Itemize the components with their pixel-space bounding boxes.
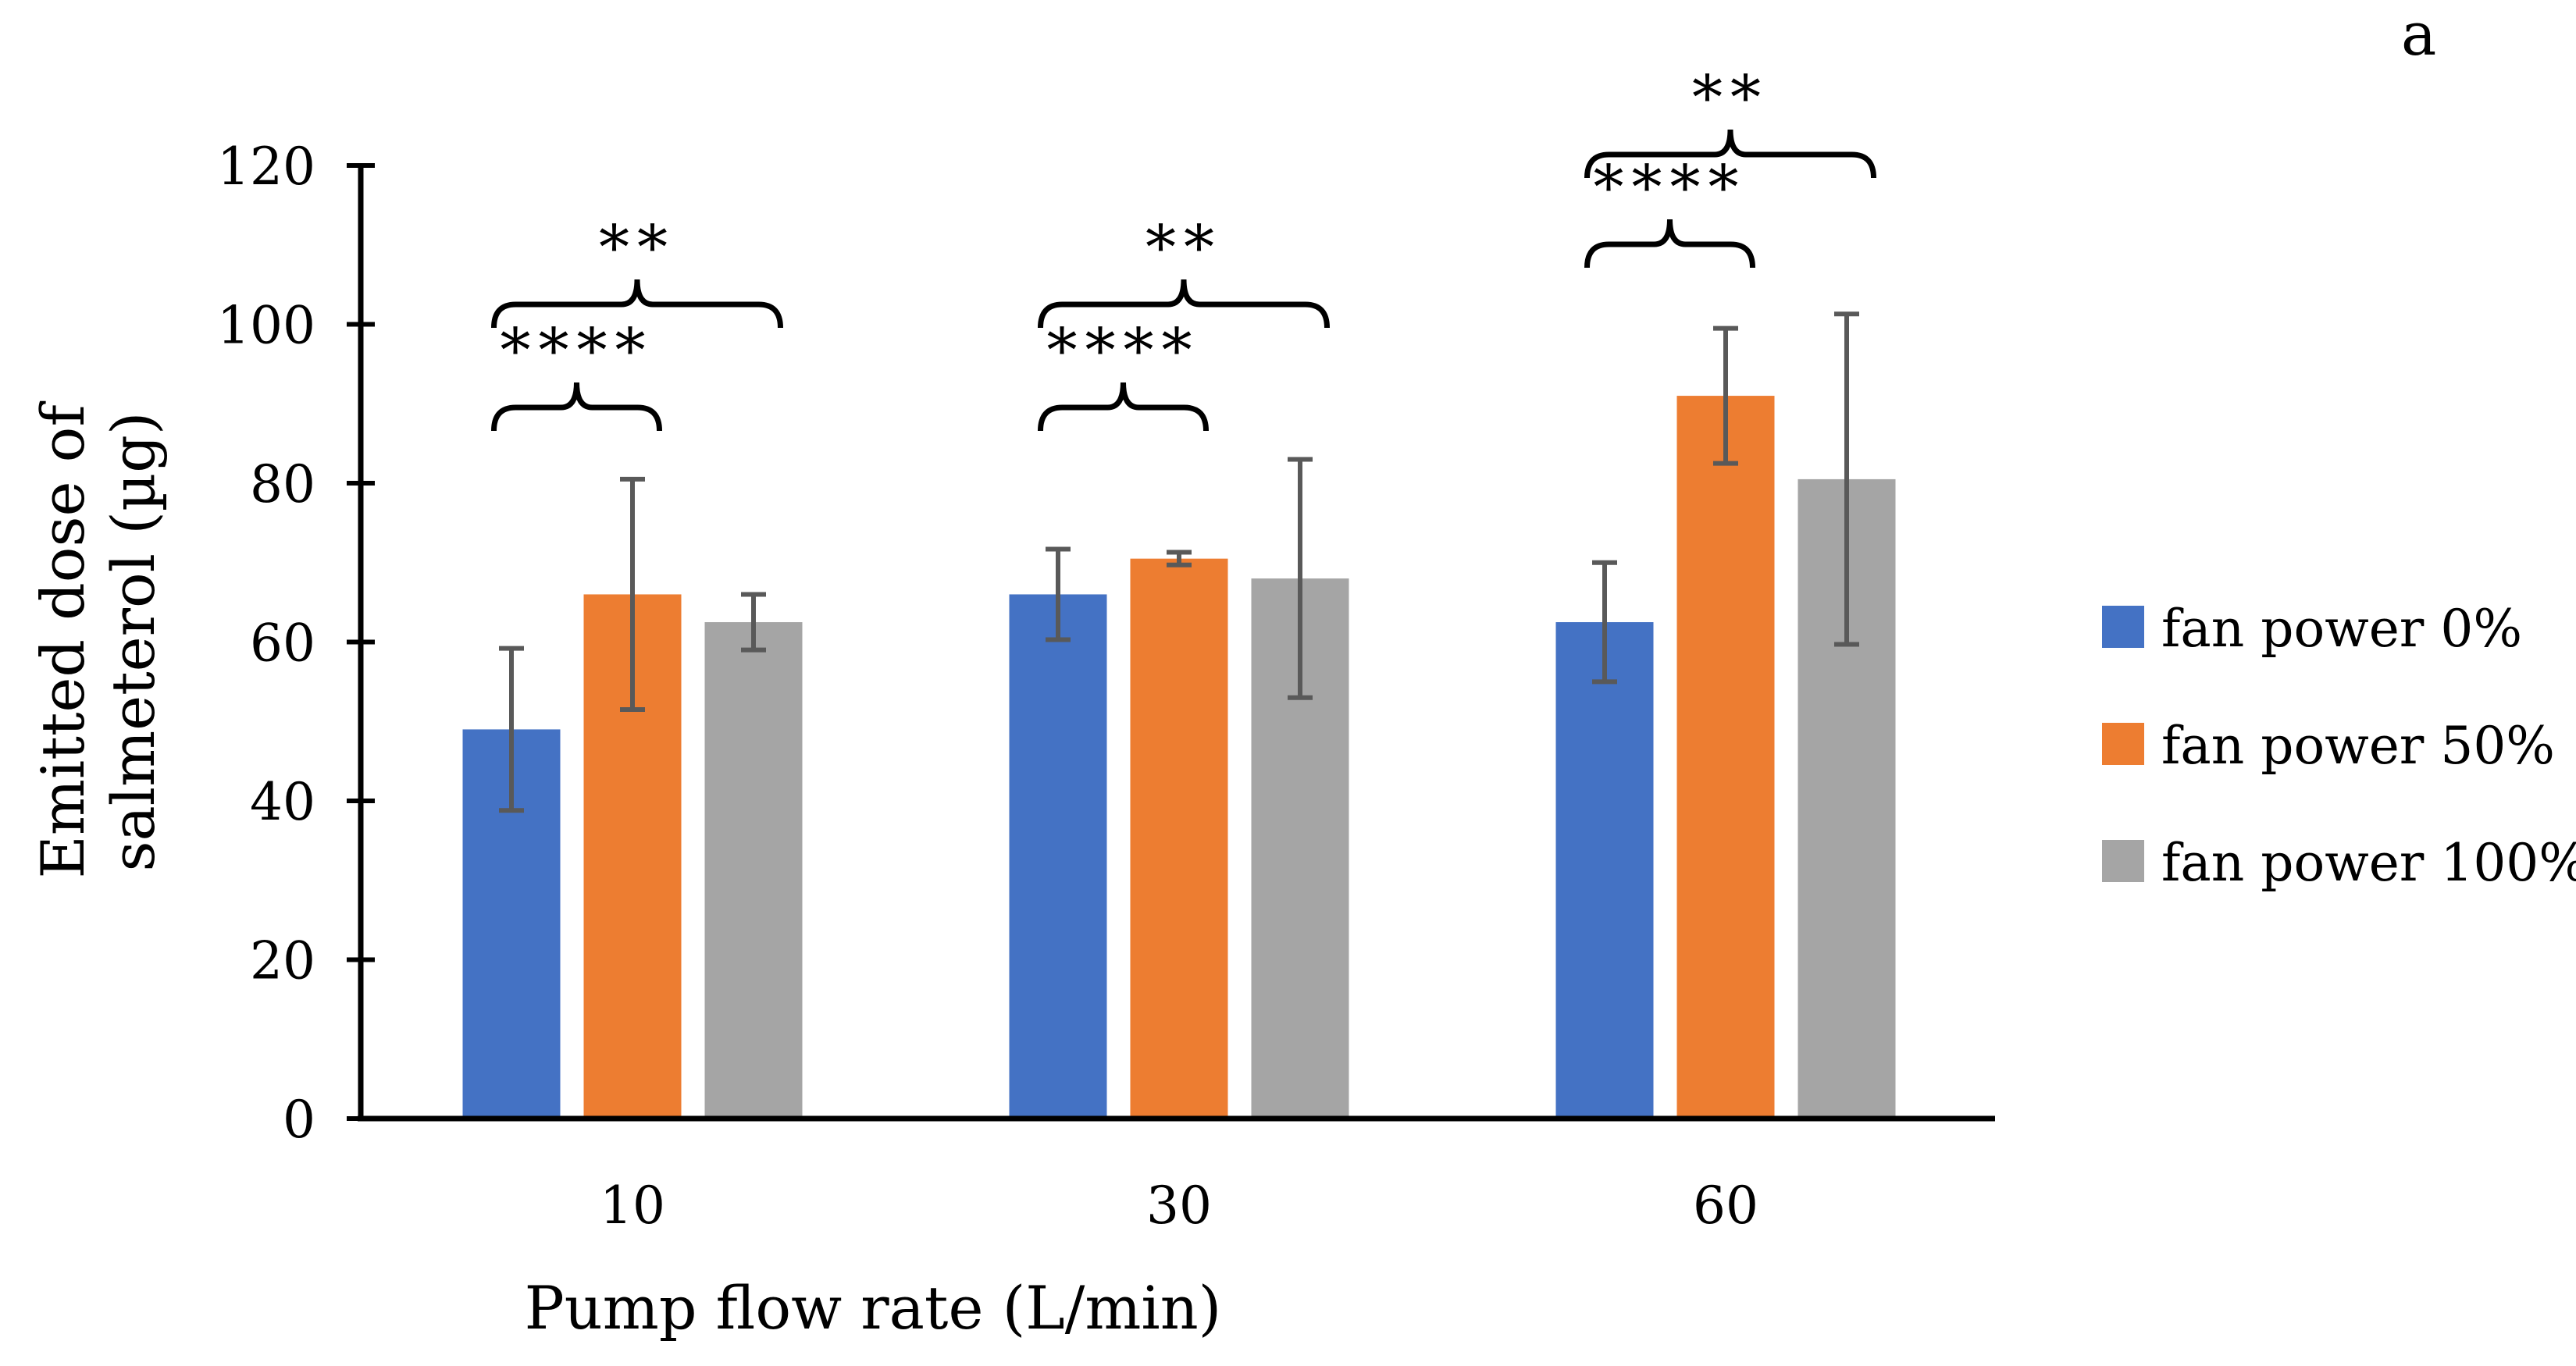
y-tick-label-120: 120	[217, 137, 315, 197]
y-tick-label-60: 60	[250, 614, 315, 674]
bar-60-series-0	[1555, 622, 1654, 1119]
x-tick-label-10: 10	[600, 1176, 665, 1236]
error-bars	[499, 311, 1859, 813]
significance-label-60-1: ****	[1594, 153, 1747, 223]
significance-bracket-60-1	[1584, 219, 1755, 269]
legend-swatch-1	[2102, 723, 2144, 765]
y-axis-title-text: Emitted dose ofsalmeterol (µg)	[28, 401, 168, 879]
significance-bracket-30-1	[1038, 382, 1209, 432]
legend-swatch-2	[2102, 840, 2144, 882]
error-bar-30-series-2	[1288, 457, 1313, 700]
significance-bracket-30-2	[1038, 279, 1330, 329]
y-axis-title: Emitted dose ofsalmeterol (µg)	[28, 401, 168, 879]
significance-label-10-2: **	[599, 213, 675, 283]
bar-10-series-2	[704, 622, 803, 1119]
significance-label-10-1: ****	[501, 316, 654, 386]
significance-bracket-10-2	[491, 279, 783, 329]
y-tick-label-80: 80	[250, 454, 315, 514]
error-bar-10-series-0	[499, 646, 524, 813]
axes: 0 20 40 60 80 100 120 10 30 60	[217, 137, 1995, 1236]
significance-bracket-10-1	[491, 382, 662, 432]
significance-brackets: ******************	[491, 63, 1876, 432]
y-axis-title-line-1: salmeterol (µg)	[98, 411, 168, 871]
error-bar-60-series-2	[1834, 311, 1859, 647]
x-axis-title: Pump flow rate (L/min)	[525, 1273, 1222, 1343]
panel-label: a	[2401, 0, 2436, 69]
error-bar-10-series-1	[620, 476, 645, 712]
error-bar-60-series-1	[1713, 325, 1738, 466]
y-tick-label-40: 40	[250, 772, 315, 832]
y-tick-label-100: 100	[217, 296, 315, 356]
error-bar-60-series-0	[1592, 560, 1617, 685]
bar-30-series-0	[1009, 594, 1107, 1119]
legend-label-0: fan power 0%	[2161, 599, 2522, 659]
error-bar-10-series-2	[741, 592, 766, 653]
bars	[462, 396, 1896, 1119]
bar-30-series-1	[1130, 558, 1228, 1119]
significance-bracket-60-2	[1584, 129, 1876, 179]
error-bar-30-series-1	[1167, 550, 1192, 567]
error-bar-30-series-0	[1046, 546, 1071, 642]
y-tick-label-20: 20	[250, 931, 315, 991]
y-tick-label-0: 0	[283, 1090, 315, 1150]
significance-label-60-2: **	[1692, 63, 1769, 133]
legend-swatch-0	[2102, 606, 2144, 648]
y-axis-title-line-0: Emitted dose of	[28, 401, 98, 879]
legend-label-1: fan power 50%	[2161, 716, 2555, 776]
significance-label-30-2: **	[1145, 213, 1222, 283]
significance-label-30-1: ****	[1047, 316, 1200, 386]
x-tick-label-60: 60	[1693, 1176, 1758, 1236]
legend-label-2: fan power 100%	[2161, 833, 2576, 893]
bar-60-series-1	[1676, 396, 1775, 1119]
legend: fan power 0% fan power 50% fan power 100%	[2102, 599, 2576, 893]
x-tick-label-30: 30	[1146, 1176, 1212, 1236]
